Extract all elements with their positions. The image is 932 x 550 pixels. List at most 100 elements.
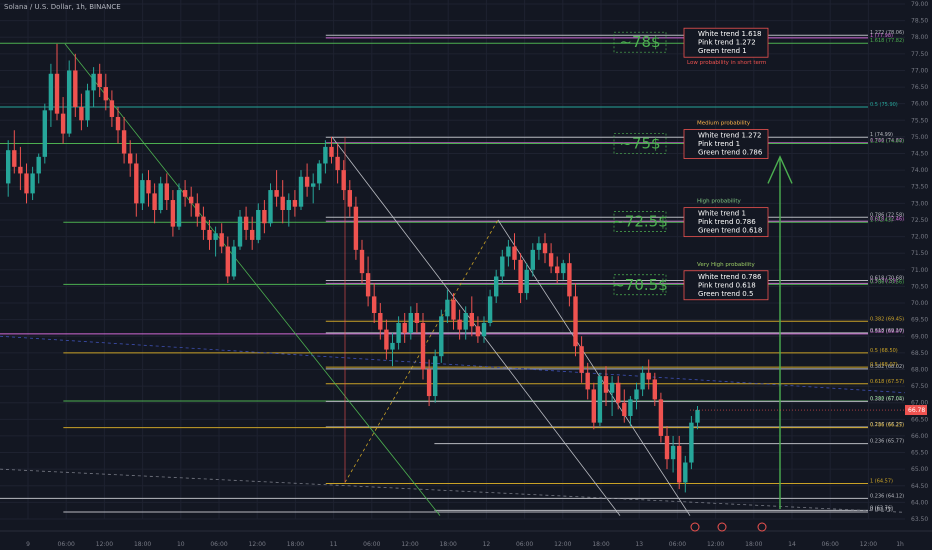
price-tick-label: 70.00	[911, 300, 928, 307]
event-marker-icon	[757, 522, 767, 532]
time-tick-label: 12:00	[96, 541, 113, 548]
candle-body	[189, 196, 194, 204]
fib-level-label: 0.382 (69.45)	[870, 316, 904, 322]
time-tick-label: 06:00	[669, 541, 686, 548]
target-trend-line: Green trend 0.5	[698, 290, 753, 298]
candle-body	[48, 73, 54, 111]
candle-body	[683, 462, 688, 483]
target-trend-line: White trend 1.618	[698, 30, 762, 38]
candle-body	[530, 249, 535, 270]
price-tick-label: 76.00	[911, 101, 928, 108]
candle-body	[591, 389, 596, 423]
candle-body	[518, 259, 523, 294]
candle-body	[603, 376, 609, 393]
candle-body	[213, 233, 218, 240]
price-tick-label: 71.00	[911, 267, 928, 274]
candle-body	[457, 319, 462, 330]
candle-body	[487, 296, 493, 323]
target-trend-box	[683, 129, 769, 159]
candle-body	[378, 313, 383, 330]
fib-level-label: 0.618 (72.46)	[870, 216, 904, 222]
target-price-box	[613, 274, 667, 296]
current-price-tag	[905, 405, 927, 416]
candle-body	[152, 193, 157, 210]
candle-body	[250, 229, 255, 240]
candle-body	[195, 203, 200, 217]
chart-title: Solana / U.S. Dollar, 1h, BINANCE	[4, 3, 121, 11]
price-tick-label: 70.50	[911, 283, 928, 290]
fib-level-label: 0.5 (68.50)	[870, 348, 898, 354]
price-tick-label: 66.00	[911, 433, 928, 440]
candle-body	[207, 229, 212, 240]
target-trend-line: Pink trend 0.786	[698, 218, 756, 226]
fib-level-label: 0.618 (70.68)	[870, 275, 904, 281]
candle-body	[677, 445, 682, 483]
candle-body	[695, 410, 700, 423]
target-price-label: ~70.5$	[612, 276, 668, 294]
price-tick-label: 68.50	[911, 350, 928, 357]
time-axis[interactable]: 9 06:00 12:00 18:00 10 06:00 12:00 18:00 11 06:00…	[0, 522, 932, 550]
price-tick-label: 74.00	[911, 167, 928, 174]
price-tick-label: 73.50	[911, 184, 928, 191]
fib-level-label: 0 (63.71)	[870, 507, 893, 513]
fib-level-label: 0.236 (66.27)	[870, 422, 904, 428]
candle-body	[622, 402, 627, 416]
price-axis[interactable]: 63.50 64.00 64.50 65.00 65.50 66.00 66.50 67.00…	[690, 0, 932, 550]
candle-body	[390, 342, 395, 350]
candle-body	[182, 190, 188, 197]
candle-body	[164, 183, 169, 201]
fib-level-label: 1 (77.98)	[870, 33, 893, 39]
candle-body	[402, 322, 407, 333]
fib-level-label: 0.618 (69.10)	[870, 328, 904, 334]
fib-level-label: 0.5 (68.07)	[870, 362, 898, 368]
candle-body	[555, 266, 560, 274]
candle-body	[408, 313, 413, 333]
candle-body	[311, 183, 316, 187]
candle-body	[433, 356, 438, 397]
candle-body	[286, 200, 291, 210]
candle-body	[658, 399, 664, 436]
candle-body	[256, 210, 261, 240]
candle-body	[652, 379, 657, 400]
candle-body	[689, 422, 694, 463]
candle-body	[42, 110, 47, 157]
candles[interactable]	[6, 43, 700, 493]
fib-level-label: 0.382 (68.02)	[870, 364, 904, 370]
candle-body	[54, 73, 60, 114]
candle-body	[329, 146, 334, 157]
trend-lines	[0, 43, 906, 516]
candle-body	[109, 100, 115, 117]
candle-body	[6, 150, 11, 184]
candle-body	[439, 316, 444, 357]
time-tick-label: 06:00	[210, 541, 227, 548]
candle-body	[609, 382, 615, 393]
price-tick-label: 63.50	[911, 516, 928, 523]
candle-body	[36, 156, 41, 174]
candle-body	[115, 116, 121, 131]
time-tick-label: 14	[788, 541, 796, 548]
fib-level-label: 0.786 (66.25)	[870, 423, 904, 429]
candle-body	[146, 180, 151, 194]
candle-body	[18, 166, 23, 174]
time-tick-label: 12:00	[401, 541, 418, 548]
price-tick-label: 65.00	[911, 466, 928, 473]
candle-body	[548, 253, 554, 267]
candle-body	[298, 176, 304, 207]
candle-body	[426, 369, 432, 397]
candle-body	[323, 146, 328, 164]
fib-level-label: 0.786 (72.58)	[870, 212, 904, 218]
fib-level-label: 1.618 (77.82)	[870, 38, 904, 44]
up-arrow-head	[767, 155, 793, 184]
candle-body	[225, 246, 230, 277]
candle-body	[500, 256, 505, 277]
candle-body	[274, 190, 279, 197]
time-tick-label: 06:00	[822, 541, 839, 548]
price-tick-label: 71.50	[911, 250, 928, 257]
event-marker-icon	[717, 522, 727, 532]
fib-level-label: 0 (63.76)	[870, 505, 893, 511]
time-tick-label: 06:00	[363, 541, 380, 548]
time-tick-label: 1h	[896, 541, 904, 548]
price-tick-label: 77.00	[911, 67, 928, 74]
fib-level-label: 0.236 (64.12)	[870, 493, 904, 499]
